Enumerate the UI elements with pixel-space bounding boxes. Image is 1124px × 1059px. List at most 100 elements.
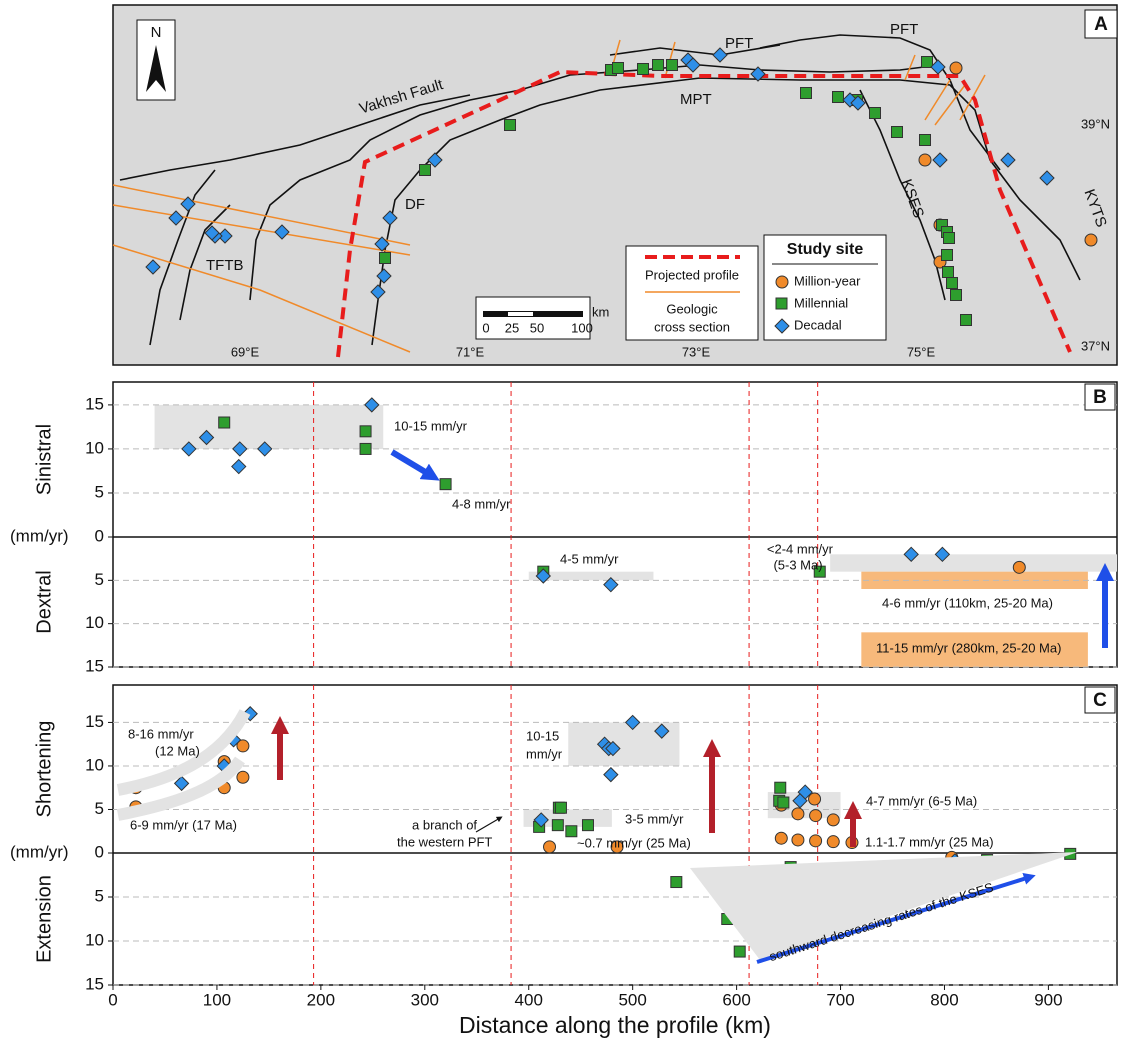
legend-marker	[776, 298, 787, 309]
x-tick-label: 300	[411, 990, 439, 1009]
map-site	[922, 57, 933, 68]
x-tick-label: 200	[307, 990, 335, 1009]
annotation: mm/yr	[526, 746, 563, 761]
point	[734, 946, 745, 957]
y-tick-label: 10	[85, 613, 104, 632]
map-site	[942, 250, 953, 261]
y-tick-label: 5	[95, 799, 104, 818]
point	[775, 782, 786, 793]
legend-label: cross section	[654, 319, 730, 334]
map-site	[892, 127, 903, 138]
y-tick-label: 15	[85, 394, 104, 413]
map-site	[1085, 234, 1097, 246]
map: N A PFT PFT MPT Vakhsh Fault KSES DF TFT…	[113, 5, 1117, 365]
x-tick-label: 500	[618, 990, 646, 1009]
point	[440, 479, 451, 490]
y-tick-label: 0	[95, 526, 104, 545]
scale-tick: 100	[571, 320, 593, 335]
point	[809, 793, 821, 805]
lat-label: 39°N	[1081, 116, 1110, 131]
annotation: 6-9 mm/yr (17 Ma)	[130, 817, 237, 832]
panel-letter: A	[1094, 14, 1108, 35]
map-label: DF	[405, 196, 425, 213]
map-site	[613, 63, 624, 74]
y-tick-label: 15	[85, 712, 104, 731]
map-site	[944, 233, 955, 244]
point	[552, 820, 563, 831]
y-tick-label: 10	[85, 755, 104, 774]
x-tick-label: 700	[826, 990, 854, 1009]
point	[544, 841, 556, 853]
point	[1013, 561, 1025, 573]
y-tick-label: 15	[85, 974, 104, 993]
map-site	[950, 62, 962, 74]
point	[566, 826, 577, 837]
legend-label: Millennial	[794, 295, 848, 310]
map-site	[947, 278, 958, 289]
legend-label: Million-year	[794, 273, 861, 288]
point	[671, 877, 682, 888]
point	[360, 426, 371, 437]
annotation: the western PFT	[397, 834, 492, 849]
annotation: 4-6 mm/yr (110km, 25-20 Ma)	[882, 595, 1053, 610]
lon-label: 69°E	[231, 344, 260, 359]
map-site	[833, 92, 844, 103]
legend-label: Geologic	[666, 301, 718, 316]
panel-letter: B	[1093, 387, 1107, 408]
y-tick-label: 5	[95, 570, 104, 589]
y-tick-label: 5	[95, 482, 104, 501]
lon-label: 75°E	[907, 344, 936, 359]
annotation: <2-4 mm/yr	[767, 541, 834, 556]
annotation: 1.1-1.7 mm/yr (25 Ma)	[865, 834, 994, 849]
annotation: 10-15	[526, 728, 559, 743]
lon-label: 73°E	[682, 344, 711, 359]
legend-marker	[776, 276, 788, 288]
scale-tick: 25	[505, 320, 519, 335]
y-axis-label: Extension	[33, 875, 55, 963]
point	[237, 771, 249, 783]
map-label: MPT	[680, 91, 712, 108]
point	[827, 836, 839, 848]
legend-label: Projected profile	[645, 267, 739, 282]
x-axis-label: Distance along the profile (km)	[459, 1012, 771, 1038]
x-tick-label: 800	[930, 990, 958, 1009]
x-tick-label: 100	[203, 990, 231, 1009]
y-axis-unit: (mm/yr)	[10, 842, 69, 861]
point	[827, 814, 839, 826]
north-label: N	[151, 24, 162, 41]
annotation: (5-3 Ma)	[773, 557, 822, 572]
map-site	[505, 120, 516, 131]
map-site	[919, 154, 931, 166]
point	[792, 834, 804, 846]
map-label: TFTB	[206, 257, 244, 274]
x-tick-label: 900	[1034, 990, 1062, 1009]
point	[360, 443, 371, 454]
annotation: 3-5 mm/yr	[625, 811, 684, 826]
y-axis-label: Dextral	[33, 570, 55, 633]
point	[810, 810, 822, 822]
map-site	[420, 165, 431, 176]
point	[810, 835, 822, 847]
point	[219, 417, 230, 428]
map-site	[638, 64, 649, 75]
annotation: 10-15 mm/yr	[394, 418, 468, 433]
lon-label: 71°E	[456, 344, 485, 359]
y-axis-unit: (mm/yr)	[10, 526, 69, 545]
scale-bar	[508, 312, 533, 316]
map-site	[920, 135, 931, 146]
map-site	[667, 60, 678, 71]
y-tick-label: 15	[85, 656, 104, 675]
point	[775, 832, 787, 844]
annotation: 4-8 mm/yr	[452, 496, 511, 511]
annotation: 4-7 mm/yr (6-5 Ma)	[866, 793, 977, 808]
x-tick-label: 600	[722, 990, 750, 1009]
scale-tick: 50	[530, 320, 544, 335]
annotation: (12 Ma)	[155, 743, 200, 758]
map-site	[943, 267, 954, 278]
x-tick-label: 400	[515, 990, 543, 1009]
y-tick-label: 10	[85, 438, 104, 457]
y-tick-label: 10	[85, 930, 104, 949]
range-band	[830, 554, 1117, 571]
point	[582, 820, 593, 831]
lat-label: 37°N	[1081, 338, 1110, 353]
